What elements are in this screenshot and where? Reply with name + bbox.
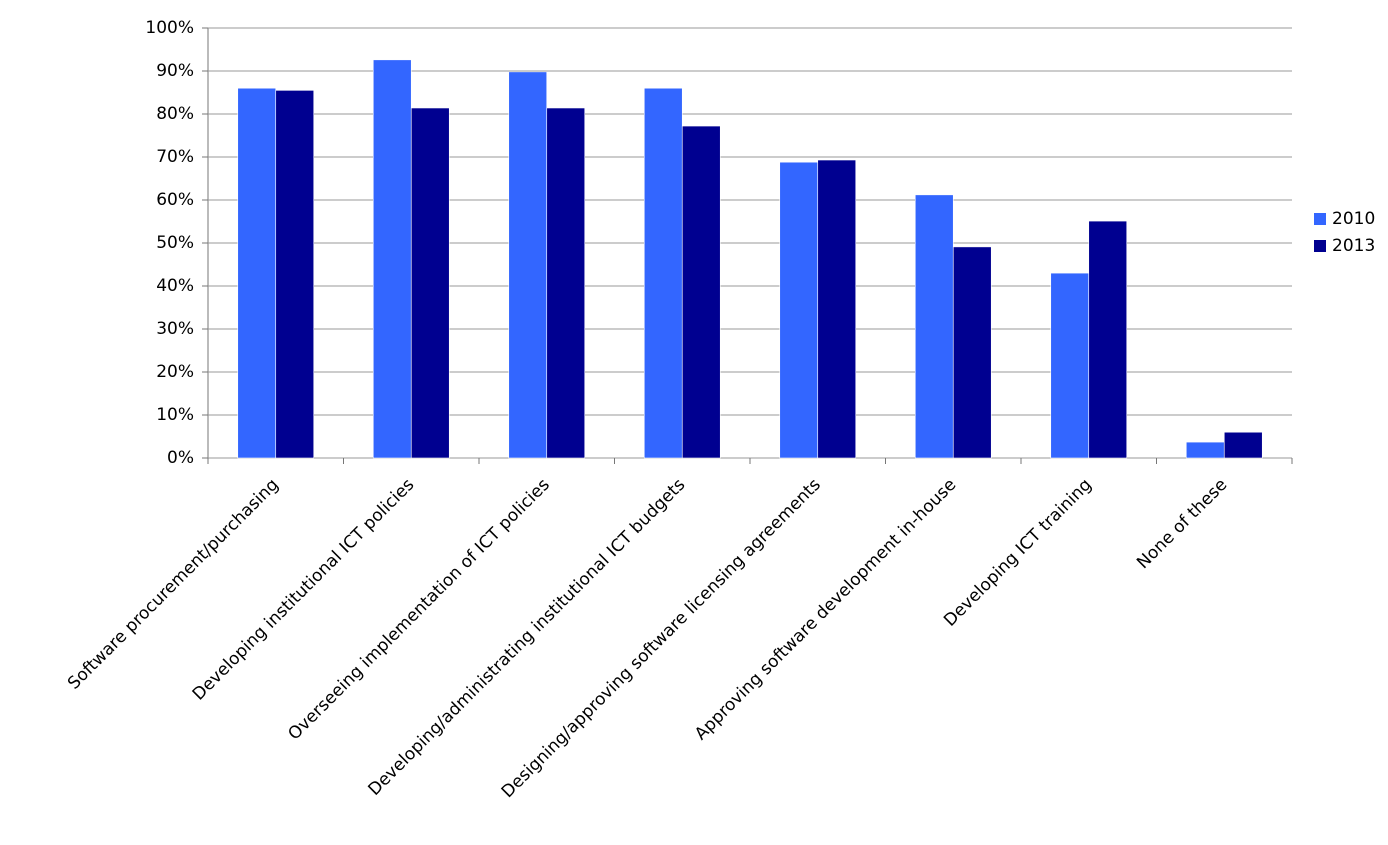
y-tick-label: 90% [156,61,194,81]
bar [237,87,277,459]
y-tick-label: 40% [156,276,194,296]
y-tick-label: 60% [156,190,194,210]
x-tick-label: Approving software development in-house [691,475,960,744]
bar [952,246,992,459]
bar [1223,431,1263,459]
bar [681,125,721,459]
y-tick-label: 30% [156,319,194,339]
x-tick-label: None of these [1133,475,1231,573]
legend-swatch [1314,240,1326,252]
legend-label: 2010 [1332,209,1375,229]
bar [914,194,954,459]
x-tick-label: Designing/approving software licensing a… [498,475,825,802]
x-tick-label: Developing institutional ICT policies [189,475,419,705]
bar [1088,220,1128,459]
legend-swatch [1314,213,1326,225]
bar [779,161,819,459]
y-tick-label: 50% [156,233,194,253]
bar [546,107,586,459]
bar [1185,441,1225,459]
x-tick-label: Developing/administrating institutional … [364,475,689,800]
bar [372,59,412,459]
bar [275,90,315,459]
bar [817,159,857,459]
bar [508,71,548,459]
x-tick-label: Software procurement/purchasing [64,475,283,694]
y-tick-label: 100% [145,18,194,38]
bar [410,107,450,459]
bar [643,87,683,459]
y-tick-label: 10% [156,405,194,425]
bar [1050,272,1090,459]
y-tick-label: 0% [167,448,194,468]
x-tick-label: Overseeing implementation of ICT policie… [284,475,553,744]
y-tick-label: 20% [156,362,194,382]
y-tick-label: 80% [156,104,194,124]
legend-label: 2013 [1332,236,1375,256]
y-tick-label: 70% [156,147,194,167]
x-tick-label: Developing ICT training [940,475,1096,631]
